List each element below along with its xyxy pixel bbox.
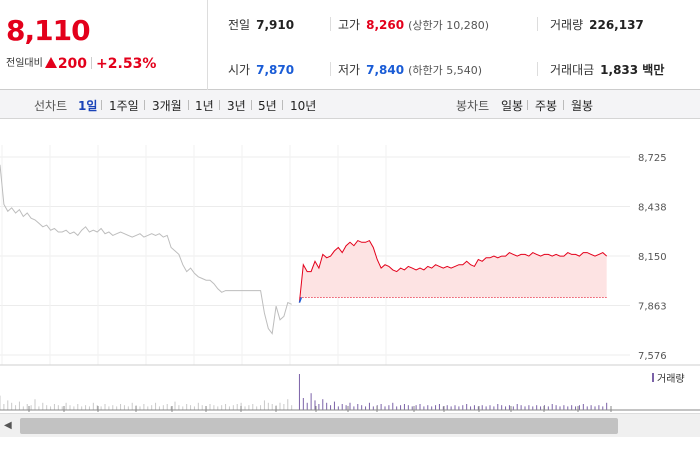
y-tick-label: 7,863 bbox=[638, 302, 667, 313]
price-box: 8,110 전일대비 200 +2.53% bbox=[0, 0, 208, 90]
divider bbox=[330, 62, 331, 76]
tab-3month[interactable]: 3개월 bbox=[152, 99, 182, 113]
divider bbox=[282, 100, 283, 110]
tab-1week[interactable]: 1주일 bbox=[109, 99, 139, 113]
divider bbox=[251, 100, 252, 110]
chart-scrollbar[interactable]: ◀ bbox=[0, 413, 700, 437]
divider bbox=[91, 57, 93, 69]
divider bbox=[537, 62, 538, 76]
volume-label: 거래량 bbox=[550, 18, 584, 32]
y-tick-label: 8,725 bbox=[638, 153, 667, 164]
change-label: 전일대비 bbox=[6, 58, 43, 69]
high-stat: 고가 8,260 (상한가 10,280) bbox=[338, 16, 489, 33]
today-area-fill bbox=[299, 240, 607, 303]
tab-5year[interactable]: 5년 bbox=[258, 99, 277, 113]
y-axis: 8,725 8,438 8,150 7,863 7,576 bbox=[638, 153, 667, 362]
divider bbox=[188, 100, 189, 110]
volume-legend-label: 거래량 bbox=[657, 373, 685, 385]
divider bbox=[330, 17, 331, 31]
prev-close-value: 7,910 bbox=[256, 18, 295, 32]
low-label: 저가 bbox=[338, 63, 361, 77]
divider bbox=[101, 100, 102, 110]
tab-monthly-candle[interactable]: 월봉 bbox=[571, 99, 594, 113]
high-value: 8,260 bbox=[366, 18, 405, 32]
divider bbox=[563, 100, 564, 110]
page-bottom bbox=[0, 437, 700, 450]
previous-day-line bbox=[0, 164, 292, 335]
volume-bars bbox=[0, 374, 608, 410]
tab-3year[interactable]: 3년 bbox=[227, 99, 246, 113]
candle-chart-title: 봉차트 bbox=[456, 99, 490, 113]
volume-legend-swatch bbox=[652, 373, 654, 382]
intraday-price-chart: 8,725 8,438 8,150 7,863 7,576 거래량 bbox=[0, 145, 700, 412]
amount-value: 1,833 백만 bbox=[600, 63, 665, 77]
amount-stat: 거래대금 1,833 백만 bbox=[550, 61, 664, 78]
up-triangle-icon bbox=[44, 57, 57, 68]
low-stat: 저가 7,840 (하한가 5,540) bbox=[338, 61, 482, 78]
divider bbox=[219, 100, 220, 110]
y-tick-label: 8,438 bbox=[638, 203, 667, 214]
change-rate: +2.53% bbox=[96, 56, 157, 72]
current-price: 8,110 bbox=[6, 14, 91, 47]
today-line-below-baseline bbox=[298, 297, 303, 303]
quote-header: 8,110 전일대비 200 +2.53% 전일 7,910 고가 8,260 (상한가 … bbox=[0, 0, 700, 90]
high-label: 고가 bbox=[338, 18, 361, 32]
scrollbar-thumb[interactable] bbox=[20, 418, 618, 434]
tab-1year[interactable]: 1년 bbox=[195, 99, 214, 113]
y-tick-label: 8,150 bbox=[638, 252, 667, 263]
scroll-left-arrow-icon[interactable]: ◀ bbox=[4, 420, 12, 431]
tab-daily-candle[interactable]: 일봉 bbox=[501, 99, 524, 113]
low-value: 7,840 bbox=[366, 63, 405, 77]
change-value: 200 bbox=[57, 56, 88, 72]
tab-1day[interactable]: 1일 bbox=[78, 99, 98, 113]
line-chart-title: 선차트 bbox=[34, 99, 68, 113]
open-stat: 시가 7,870 bbox=[228, 61, 294, 78]
prev-close-label: 전일 bbox=[228, 18, 251, 32]
upper-limit: (상한가 10,280) bbox=[408, 19, 489, 32]
tab-10year[interactable]: 10년 bbox=[290, 99, 317, 113]
volume-legend: 거래량 bbox=[652, 373, 685, 385]
open-label: 시가 bbox=[228, 63, 251, 77]
open-value: 7,870 bbox=[256, 63, 295, 77]
today-line bbox=[298, 239, 608, 303]
divider bbox=[527, 100, 528, 110]
y-tick-label: 7,576 bbox=[638, 351, 667, 362]
volume-x-axis bbox=[0, 406, 700, 412]
amount-label: 거래대금 bbox=[550, 63, 595, 77]
volume-value: 226,137 bbox=[589, 18, 644, 32]
divider bbox=[144, 100, 145, 110]
period-tab-bar: 선차트 1일 1주일 3개월 1년 3년 5년 10년 봉차트 일봉 주봉 월봉 bbox=[0, 90, 700, 119]
change-row: 전일대비 200 +2.53% bbox=[6, 54, 156, 72]
divider bbox=[537, 17, 538, 31]
volume-stat: 거래량 226,137 bbox=[550, 16, 644, 33]
tab-weekly-candle[interactable]: 주봉 bbox=[535, 99, 558, 113]
prev-close-stat: 전일 7,910 bbox=[228, 16, 294, 33]
lower-limit: (하한가 5,540) bbox=[408, 64, 482, 77]
